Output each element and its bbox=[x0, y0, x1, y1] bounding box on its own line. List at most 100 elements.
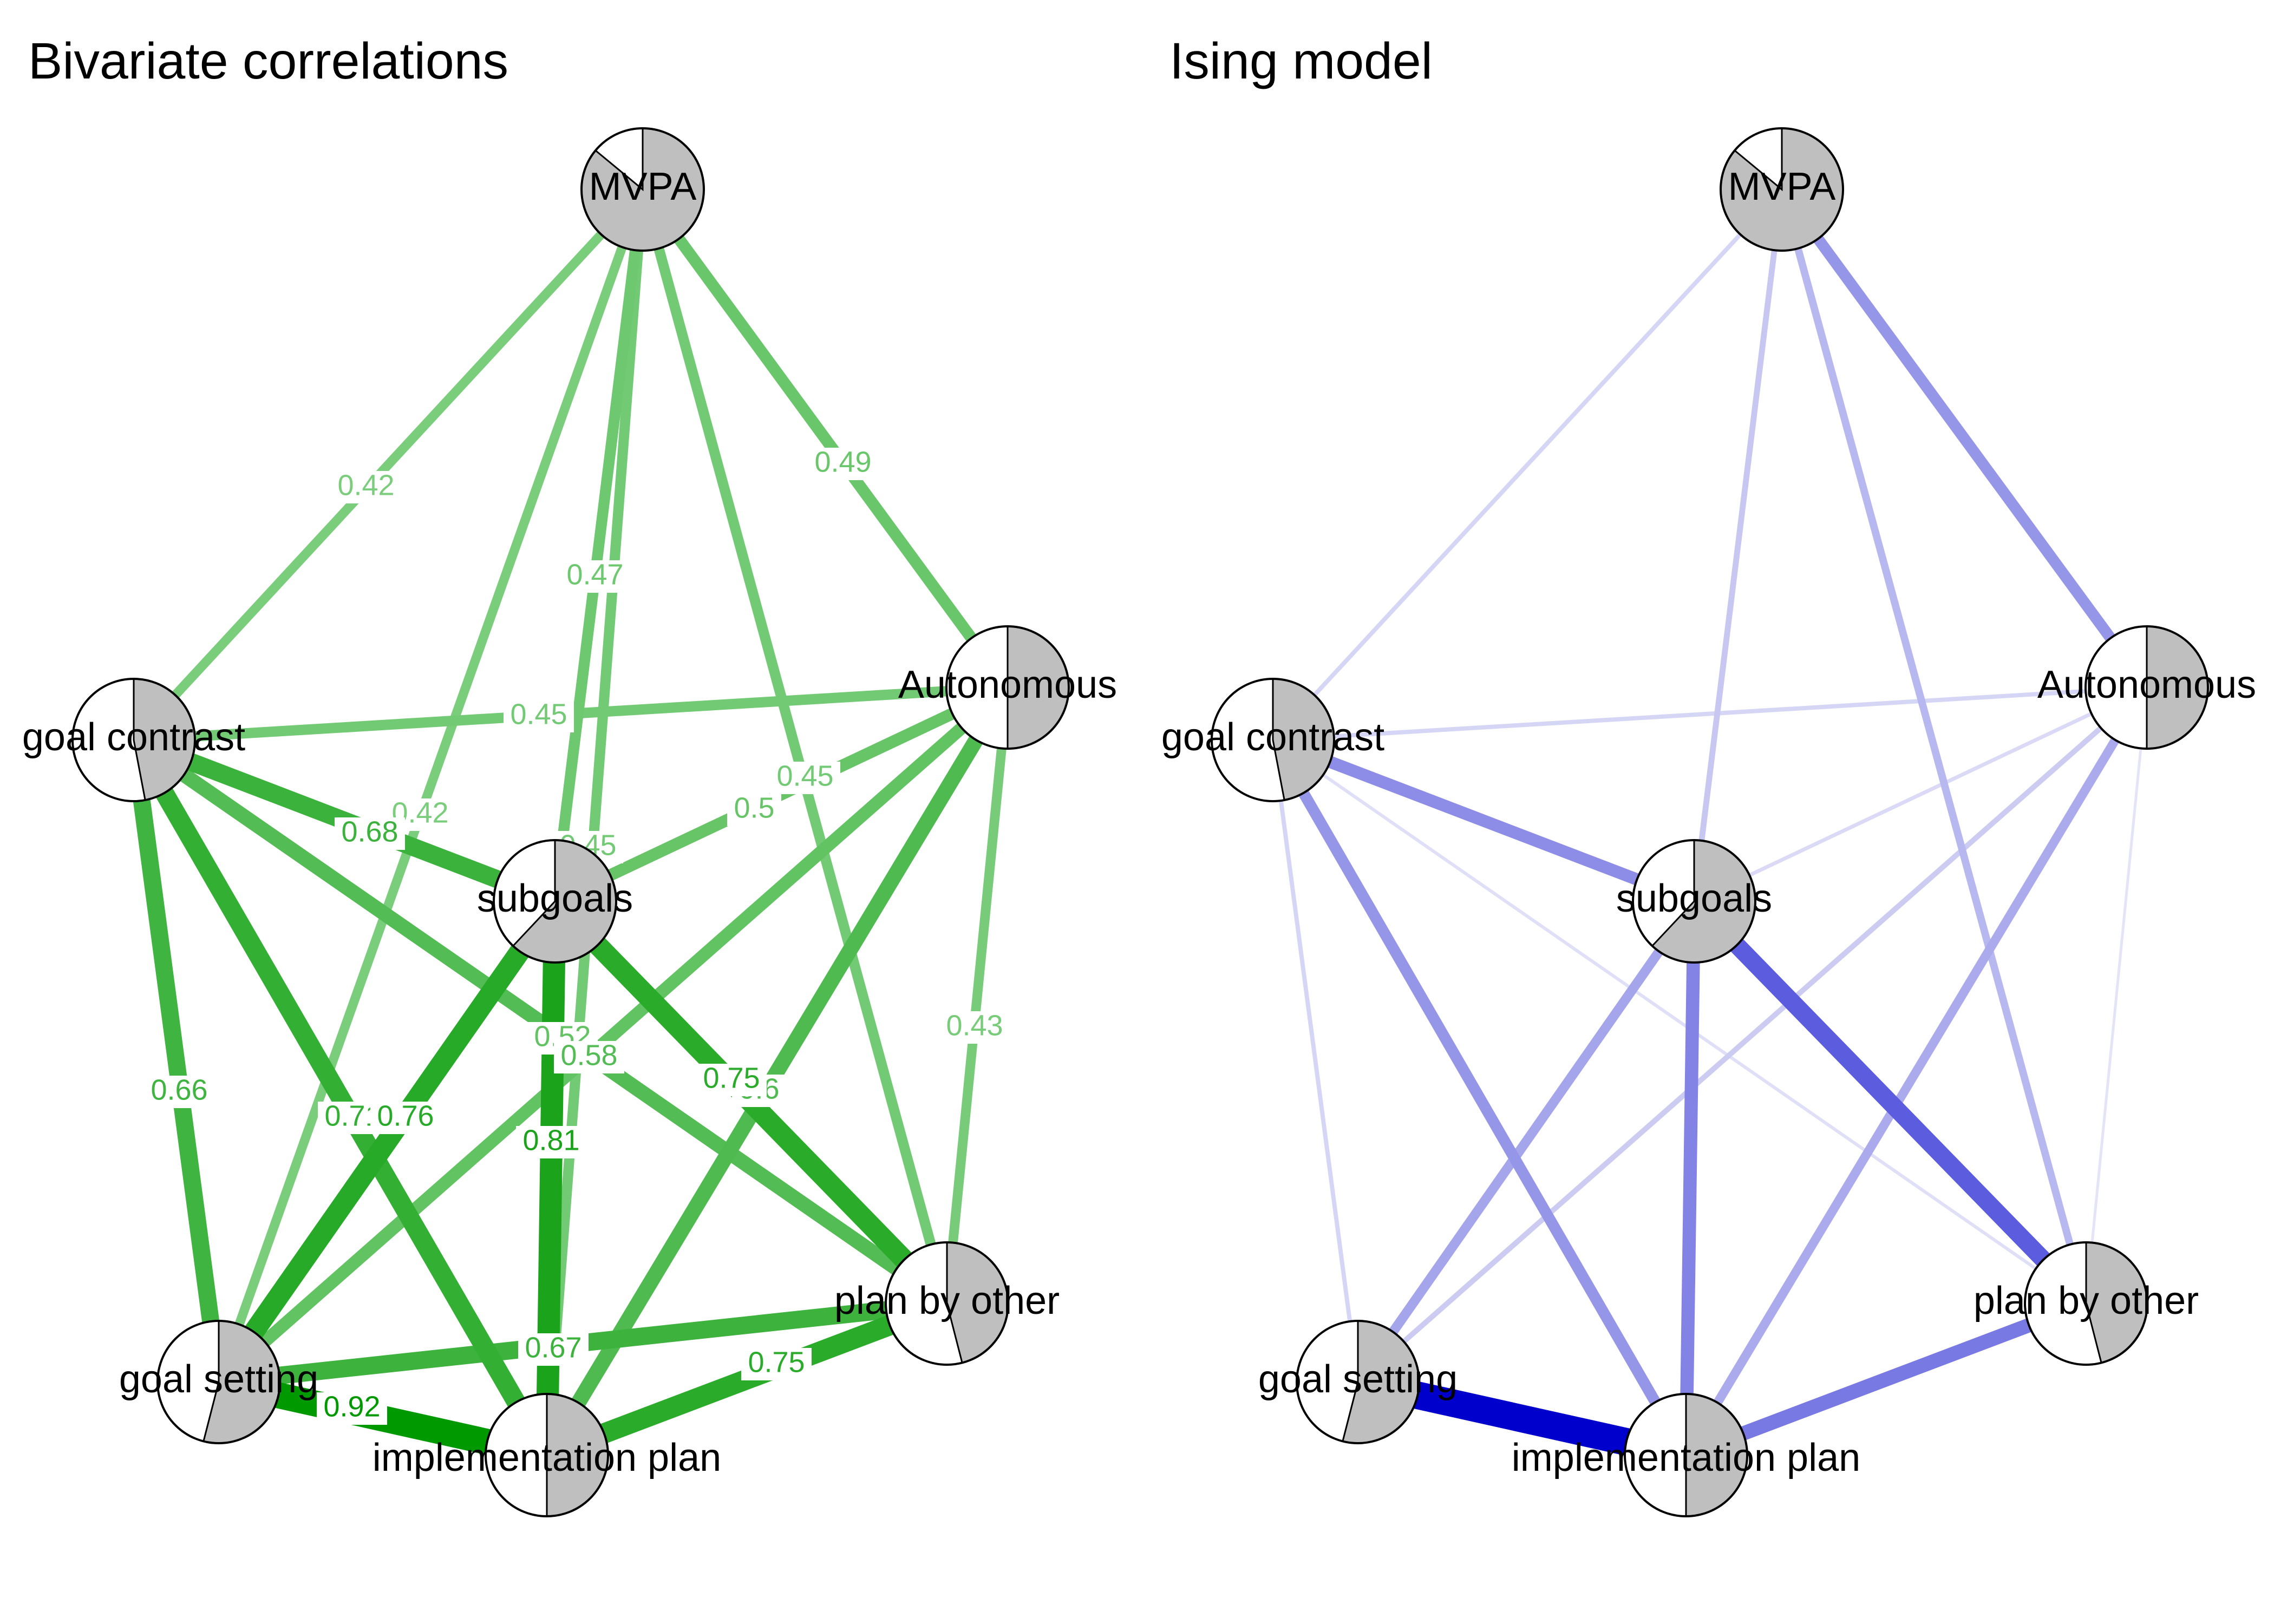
node-label-goal_contrast: goal contrast bbox=[22, 716, 245, 759]
node-autonomous: Autonomous bbox=[2037, 625, 2256, 750]
edge-autonomous-implementation_plan bbox=[1682, 685, 2151, 1458]
edge-goal_contrast-goal_setting bbox=[125, 738, 227, 1384]
edge-label-background bbox=[770, 762, 840, 794]
edge-label-goal_contrast-goal_setting: 0.66 bbox=[151, 1073, 207, 1106]
node-mvpa: MVPA bbox=[580, 127, 705, 252]
edge-mvpa-implementation_plan bbox=[541, 189, 648, 1456]
edge-label-mvpa-goal_contrast: 0.42 bbox=[337, 469, 394, 501]
node-border bbox=[1296, 1320, 1420, 1444]
node-plan_by_other: plan by other bbox=[1974, 1241, 2199, 1366]
edge-label-subgoals-plan_by_other: 0.75 bbox=[703, 1062, 760, 1094]
edge-label-goal_setting-implementation_plan: 0.92 bbox=[323, 1390, 380, 1423]
node-border bbox=[1720, 127, 1844, 252]
node-border bbox=[1632, 839, 1756, 964]
node-goal_contrast: goal contrast bbox=[1161, 678, 1384, 802]
edge-mvpa-plan_by_other bbox=[637, 188, 952, 1305]
edge-label-autonomous-plan_by_other: 0.43 bbox=[946, 1009, 1003, 1042]
edge-goal_contrast-subgoals bbox=[1270, 734, 1697, 907]
edge-label-background bbox=[939, 1011, 1010, 1044]
edge-goal_contrast-implementation_plan bbox=[125, 735, 556, 1460]
edge-mvpa-plan_by_other bbox=[1778, 188, 2090, 1305]
node-autonomous: Autonomous bbox=[898, 625, 1117, 750]
edge-label-subgoals-goal_setting: 0.76 bbox=[377, 1099, 434, 1132]
correlation-edge-labels: 0.420.420.430.450.450.450.470.490.50.520… bbox=[144, 446, 1010, 1425]
node-label-mvpa: MVPA bbox=[589, 165, 697, 208]
edge-label-goal_contrast-plan_by_other: 0.58 bbox=[560, 1039, 617, 1071]
edge-autonomous-implementation_plan bbox=[540, 683, 1015, 1459]
node-label-implementation_plan: implementation plan bbox=[373, 1436, 721, 1479]
edge-implementation_plan-plan_by_other bbox=[1683, 1296, 2089, 1462]
edge-autonomous-plan_by_other bbox=[942, 687, 1012, 1304]
edge-mvpa-subgoals bbox=[1691, 189, 1785, 902]
edge-autonomous-goal_setting bbox=[1356, 685, 2149, 1384]
edge-label-mvpa-subgoals: 0.47 bbox=[566, 558, 623, 591]
edge-label-background bbox=[370, 1102, 441, 1134]
node-subgoals: subgoals bbox=[1616, 839, 1772, 964]
node-border bbox=[1211, 678, 1335, 802]
node-label-subgoals: subgoals bbox=[477, 877, 633, 920]
edge-subgoals-plan_by_other bbox=[1688, 895, 2093, 1310]
panel-title-ising: Ising model bbox=[1169, 32, 1433, 90]
edge-goal_contrast-implementation_plan bbox=[1268, 737, 1691, 1458]
node-label-mvpa: MVPA bbox=[1728, 165, 1836, 208]
node-label-goal_setting: goal setting bbox=[1258, 1358, 1458, 1401]
node-label-plan_by_other: plan by other bbox=[1974, 1279, 2199, 1322]
edge-autonomous-plan_by_other bbox=[2084, 687, 2148, 1304]
edge-subgoals-goal_setting bbox=[1354, 898, 1698, 1385]
node-border bbox=[485, 1393, 609, 1517]
edge-subgoals-implementation_plan bbox=[1679, 901, 1701, 1456]
node-goal_setting: goal setting bbox=[119, 1320, 318, 1444]
node-border bbox=[2024, 1241, 2148, 1366]
node-label-goal_setting: goal setting bbox=[119, 1358, 318, 1401]
node-border bbox=[580, 127, 705, 252]
node-label-autonomous: Autonomous bbox=[2037, 663, 2256, 706]
edge-label-background bbox=[518, 1333, 589, 1366]
edge-label-background bbox=[741, 1348, 812, 1380]
node-mvpa: MVPA bbox=[1720, 127, 1844, 252]
edge-label-background bbox=[317, 1392, 387, 1425]
edge-mvpa-goal_contrast bbox=[1271, 188, 1783, 742]
edge-subgoals-goal_setting bbox=[210, 895, 564, 1388]
edge-mvpa-autonomous bbox=[1777, 186, 2152, 691]
edge-label-background bbox=[331, 471, 401, 503]
edge-autonomous-goal_setting bbox=[214, 683, 1012, 1387]
node-border bbox=[885, 1241, 1009, 1366]
node-border bbox=[71, 678, 196, 802]
edge-label-background bbox=[696, 1064, 767, 1096]
edge-label-implementation_plan-plan_by_other: 0.75 bbox=[748, 1346, 805, 1378]
edge-label-mvpa-plan_by_other: 0.45 bbox=[776, 759, 833, 792]
edge-label-mvpa-autonomous: 0.49 bbox=[814, 446, 871, 478]
edge-mvpa-subgoals bbox=[549, 188, 649, 902]
edge-label-background bbox=[727, 794, 781, 826]
edge-label-background bbox=[504, 700, 574, 732]
node-goal_contrast: goal contrast bbox=[22, 678, 245, 802]
node-plan_by_other: plan by other bbox=[834, 1241, 1060, 1366]
ising-network-panel: Ising model MVPA Autonomous goal contrast s… bbox=[1161, 32, 2256, 1517]
edge-label-subgoals-implementation_plan: 0.81 bbox=[522, 1124, 579, 1156]
node-goal_setting: goal setting bbox=[1258, 1320, 1458, 1444]
ising-edges bbox=[1268, 186, 2152, 1469]
edge-label-background bbox=[808, 448, 878, 480]
edge-label-background bbox=[554, 1041, 624, 1073]
edge-autonomous-subgoals bbox=[1693, 685, 2148, 903]
edge-goal_contrast-autonomous bbox=[1272, 685, 2147, 742]
node-implementation_plan: implementation plan bbox=[373, 1393, 721, 1517]
edge-label-goal_setting-plan_by_other: 0.67 bbox=[525, 1331, 581, 1364]
edge-label-background bbox=[516, 1126, 586, 1158]
ising-nodes: MVPA Autonomous goal contrast subgoals plan … bbox=[1161, 127, 2256, 1517]
edge-mvpa-autonomous bbox=[638, 186, 1012, 691]
edge-label-autonomous-subgoals: 0.5 bbox=[734, 791, 774, 824]
node-label-goal_contrast: goal contrast bbox=[1161, 716, 1384, 759]
node-implementation_plan: implementation plan bbox=[1512, 1393, 1860, 1517]
node-border bbox=[945, 625, 1070, 750]
node-border bbox=[2084, 625, 2209, 750]
edge-goal_contrast-goal_setting bbox=[1271, 739, 1360, 1383]
edge-goal_contrast-plan_by_other bbox=[129, 734, 951, 1310]
node-label-plan_by_other: plan by other bbox=[834, 1279, 1060, 1322]
correlation-nodes: MVPA Autonomous goal contrast subgoals plan … bbox=[22, 127, 1117, 1517]
node-subgoals: subgoals bbox=[477, 839, 633, 964]
edge-label-goal_contrast-subgoals: 0.68 bbox=[341, 815, 398, 848]
edge-label-goal_contrast-autonomous: 0.45 bbox=[510, 698, 567, 730]
edge-label-background bbox=[335, 817, 405, 850]
